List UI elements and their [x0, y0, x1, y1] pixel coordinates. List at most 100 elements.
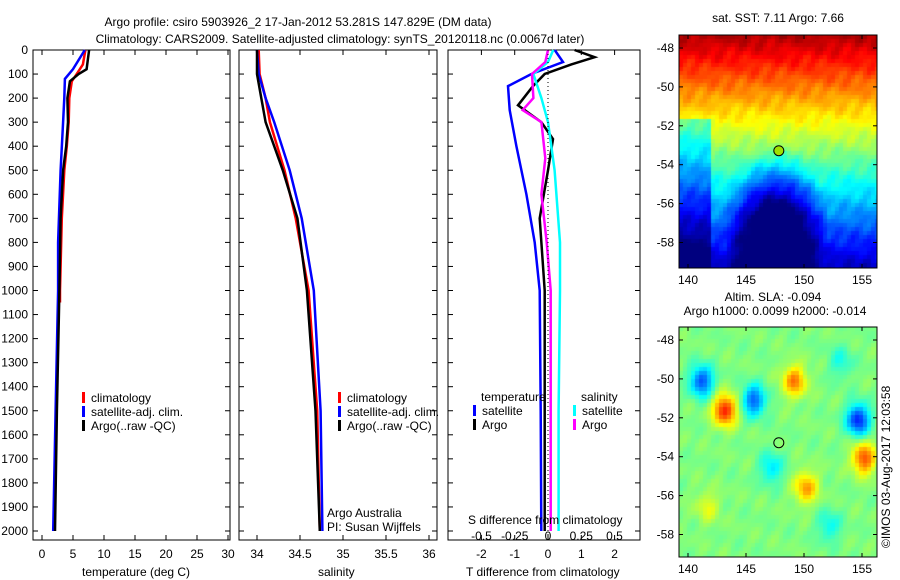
map-lon-label: 155	[852, 273, 872, 287]
x2-tick-label: 0.5	[606, 529, 623, 543]
map-lon-label: 150	[794, 562, 814, 576]
x-tick-label: 5	[70, 547, 77, 561]
map-lat-label: -54	[657, 158, 675, 172]
map-lat-label: -58	[657, 528, 675, 542]
legend-swatch	[573, 419, 576, 430]
map-lat-label: -48	[657, 333, 675, 347]
y-tick-label: 500	[8, 163, 28, 177]
y-tick-label: 900	[8, 259, 28, 273]
map-lat-label: -50	[657, 80, 675, 94]
x-tick-label: 2	[611, 547, 618, 561]
y-tick-label: 1600	[1, 428, 28, 442]
y-tick-label: 1700	[1, 452, 28, 466]
x-tick-label: 35	[336, 547, 350, 561]
legend-title-temperature: temperature	[481, 390, 546, 404]
legend-swatch	[82, 420, 85, 431]
x2-tick-label: -0.5	[471, 529, 492, 543]
map-lon-label: 155	[852, 562, 872, 576]
y-tick-label: 1100	[2, 308, 28, 322]
title-line1: Argo profile: csiro 5903926_2 17-Jan-201…	[105, 15, 492, 29]
map-lat-label: -56	[657, 489, 675, 503]
map-lon-label: 145	[736, 562, 756, 576]
xlabel-sdiff: S difference from climatology	[468, 513, 623, 527]
y-tick-label: 0	[21, 43, 28, 57]
x-tick-label: 10	[97, 547, 111, 561]
x-tick-label: 35.5	[374, 547, 398, 561]
map-lat-label: -48	[657, 41, 675, 55]
profile-line-t-argo	[516, 48, 599, 531]
profile-line-argo-raw-qc-	[255, 50, 322, 532]
profile-line-satellite-adj-clim-	[255, 49, 324, 532]
legend-label: satellite	[582, 404, 623, 418]
legend-swatch	[573, 405, 576, 416]
map-lon-label: 140	[678, 562, 698, 576]
y-tick-label: 2000	[1, 524, 28, 538]
argo-position-marker	[773, 437, 785, 449]
profile-line-t-satellite	[506, 49, 565, 532]
x-tick-label: 30	[221, 547, 235, 561]
x-tick-label: 20	[159, 547, 173, 561]
sla-map-title: Altim. SLA: -0.094	[725, 290, 822, 304]
panel-frame-0	[32, 49, 231, 541]
y-tick-label: 1300	[1, 356, 28, 370]
y-tick-label: 800	[8, 235, 28, 249]
x-tick-label: 15	[128, 547, 142, 561]
y-tick-label: 1200	[1, 332, 28, 346]
y-tick-label: 100	[8, 67, 28, 81]
xlabel-tdiff: T difference from climatology	[466, 565, 620, 579]
x-tick-label: -1	[509, 547, 520, 561]
x-tick-label: 0	[39, 547, 46, 561]
legend-swatch	[338, 392, 341, 403]
profile-line-satellite-adj-clim-	[51, 49, 86, 532]
legend-label: satellite	[482, 404, 523, 418]
xlabel-temperature: temperature (deg C)	[82, 565, 190, 579]
legend-swatch	[338, 420, 341, 431]
map-lon-label: 140	[678, 273, 698, 287]
map-lat-label: -52	[657, 119, 675, 133]
annotation-pi: PI: Susan Wijffels	[327, 520, 421, 534]
profile-line-climatology	[257, 49, 322, 532]
footer-stamp: ©IMOS 03-Aug-2017 12:03:58	[879, 385, 893, 548]
map-frame	[678, 34, 878, 269]
x2-tick-label: 0.25	[570, 529, 594, 543]
map-lat-label: -52	[657, 411, 675, 425]
y-tick-label: 300	[8, 115, 28, 129]
legend-label: climatology	[91, 391, 151, 405]
x-tick-label: 34	[250, 547, 264, 561]
panel-frame-1	[238, 49, 438, 541]
legend-label: Argo	[482, 418, 508, 432]
y-tick-label: 200	[8, 91, 28, 105]
legend-label: satellite-adj. clim.	[91, 405, 183, 419]
legend-label: Argo(..raw -QC)	[347, 419, 432, 433]
map-lat-label: -50	[657, 372, 675, 386]
sla-map-subtitle: Argo h1000: 0.0099 h2000: -0.014	[684, 304, 867, 318]
map-frame	[678, 326, 878, 558]
y-tick-label: 1400	[1, 380, 28, 394]
y-tick-label: 700	[8, 211, 28, 225]
profile-line-s-argo	[520, 49, 552, 531]
y-tick-label: 600	[8, 187, 28, 201]
x2-tick-label: -0.25	[501, 529, 529, 543]
x2-tick-label: 0	[545, 529, 552, 543]
legend-label: Argo	[582, 418, 608, 432]
y-tick-label: 400	[8, 139, 28, 153]
legend-title-salinity: salinity	[581, 390, 618, 404]
map-lon-label: 145	[736, 273, 756, 287]
x-tick-label: 25	[190, 547, 204, 561]
y-tick-label: 1500	[1, 404, 28, 418]
argo-position-marker	[773, 145, 785, 157]
legend-swatch	[473, 405, 476, 416]
legend-swatch	[473, 419, 476, 430]
map-lat-label: -58	[657, 236, 675, 250]
legend-swatch	[82, 392, 85, 403]
x-tick-label: 36	[422, 547, 436, 561]
x-tick-label: 1	[578, 547, 585, 561]
annotation-argo-australia: Argo Australia	[327, 506, 402, 520]
x-tick-label: -2	[476, 547, 487, 561]
profile-line-argo-raw-qc-	[53, 49, 91, 532]
map-lat-label: -56	[657, 197, 675, 211]
y-tick-label: 1900	[1, 500, 28, 514]
y-tick-label: 1800	[1, 476, 28, 490]
